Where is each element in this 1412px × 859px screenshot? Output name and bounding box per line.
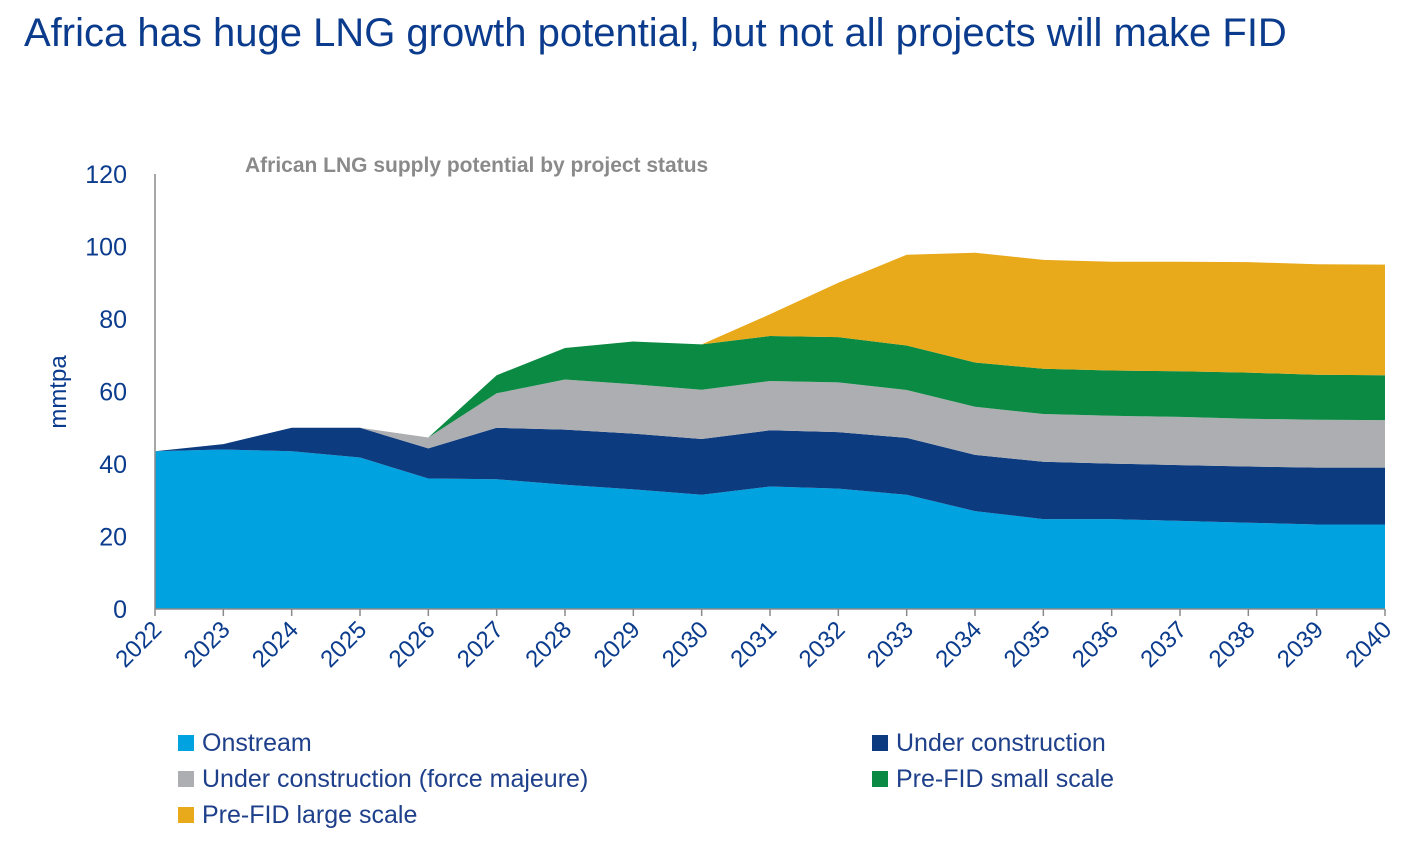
- series-area-under-construction-force-majeure: [155, 379, 1385, 468]
- x-tick-label: 2029: [589, 616, 646, 673]
- x-tick-label: 2023: [179, 616, 236, 673]
- legend-item: Onstream: [178, 726, 312, 760]
- legend-label: Pre-FID small scale: [896, 765, 1115, 793]
- chart-subtitle: African LNG supply potential by project …: [245, 154, 708, 177]
- legend-label: Under construction: [896, 729, 1106, 757]
- legend-swatch: [178, 735, 194, 751]
- y-axis-label: mmtpa: [45, 355, 72, 429]
- series-area-onstream: [155, 449, 1385, 609]
- x-tick-label: 2038: [1204, 616, 1261, 673]
- legend-item: Pre-FID small scale: [872, 762, 1114, 796]
- x-tick-label: 2032: [794, 616, 851, 673]
- series-area-pre-fid-large-scale: [155, 252, 1385, 452]
- y-tick-label: 100: [85, 234, 127, 262]
- legend-swatch: [178, 771, 194, 787]
- legend-label: Under construction (force majeure): [202, 765, 589, 793]
- y-tick-label: 60: [99, 379, 127, 407]
- legend-swatch: [178, 807, 194, 823]
- y-tick-labels: 0 20 40 60 80 100 120: [85, 161, 127, 624]
- x-tick-label: 2033: [862, 616, 919, 673]
- legend-item: Under construction: [872, 726, 1106, 760]
- x-tick-label: 2024: [247, 616, 304, 673]
- legend-item: Pre-FID large scale: [178, 798, 417, 832]
- y-tick-label: 80: [99, 306, 127, 334]
- y-tick-label: 20: [99, 524, 127, 552]
- legend-swatch: [872, 771, 888, 787]
- axes: [154, 174, 1386, 616]
- x-tick-label: 2035: [999, 616, 1056, 673]
- x-tick-label: 2025: [315, 616, 372, 673]
- x-tick-label: 2034: [930, 616, 987, 673]
- legend-item: Under construction (force majeure): [178, 762, 588, 796]
- x-tick-label: 2027: [452, 616, 509, 673]
- series-area-under-construction: [155, 427, 1385, 525]
- y-tick-label: 0: [113, 596, 127, 624]
- x-tick-label: 2026: [384, 616, 441, 673]
- page-title: Africa has huge LNG growth potential, bu…: [24, 11, 1287, 55]
- y-tick-label: 120: [85, 161, 127, 189]
- x-tick-label: 2036: [1067, 616, 1124, 673]
- x-tick-label: 2031: [725, 616, 782, 673]
- x-tick-label: 2040: [1340, 616, 1397, 673]
- series-areas: [155, 252, 1385, 609]
- x-tick-label: 2022: [110, 616, 167, 673]
- x-tick-label: 2028: [520, 616, 577, 673]
- x-tick-label: 2037: [1135, 616, 1192, 673]
- x-tick-labels: 2022 2023 2024 2025 2026 2027 2028 2029 2030 2031…: [110, 616, 1397, 673]
- legend-swatch: [872, 735, 888, 751]
- legend-label: Pre-FID large scale: [202, 801, 418, 829]
- x-tick-label: 2030: [657, 616, 714, 673]
- legend-label: Onstream: [202, 729, 312, 757]
- series-area-pre-fid-small-scale: [155, 336, 1385, 452]
- y-tick-label: 40: [99, 451, 127, 479]
- x-tick-label: 2039: [1272, 616, 1329, 673]
